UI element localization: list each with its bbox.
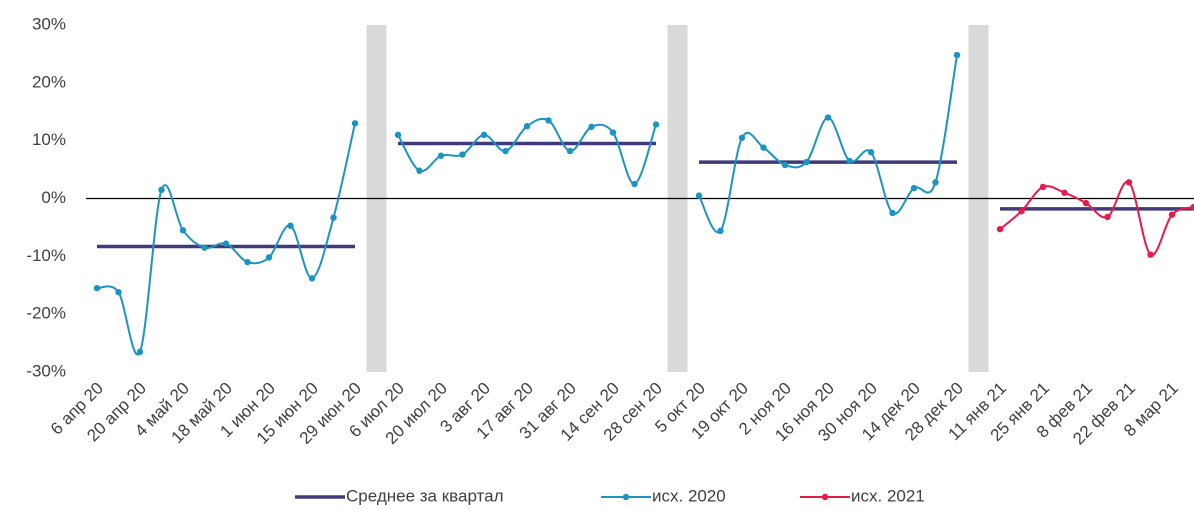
data-point	[523, 123, 531, 130]
data-point	[115, 288, 122, 296]
series-line	[96, 54, 958, 356]
data-point	[437, 152, 445, 159]
data-point	[394, 131, 402, 139]
y-tick-label: 20%	[32, 72, 66, 91]
data-point	[93, 284, 101, 292]
data-point	[222, 240, 230, 247]
data-point	[738, 134, 746, 141]
legend-item: исх. 2021	[800, 486, 925, 505]
data-point	[588, 123, 595, 130]
data-point	[351, 120, 359, 127]
data-point	[136, 348, 144, 355]
legend-item: Среднее за квартал	[295, 486, 504, 505]
data-point	[1039, 183, 1047, 191]
series-line	[999, 180, 1194, 256]
data-point	[1147, 251, 1154, 258]
data-point	[1104, 213, 1111, 221]
data-point	[932, 179, 939, 186]
data-point	[996, 225, 1004, 233]
data-point	[459, 151, 466, 158]
legend-marker	[821, 493, 829, 501]
data-point	[308, 275, 316, 282]
data-point	[330, 214, 337, 221]
data-point	[781, 161, 789, 169]
data-point	[287, 222, 294, 229]
legend-label: Среднее за квартал	[346, 486, 504, 505]
y-tick-label: 10%	[32, 130, 66, 149]
data-point	[1125, 179, 1133, 186]
legend-item: исх. 2020	[601, 486, 726, 505]
y-tick-label: 0%	[41, 188, 66, 207]
y-tick-label: 30%	[32, 14, 66, 33]
data-point	[824, 114, 832, 121]
data-point	[1082, 199, 1090, 207]
data-point	[1061, 189, 1068, 196]
data-point	[545, 117, 552, 124]
data-point	[502, 147, 509, 155]
data-point	[953, 51, 961, 59]
data-point	[910, 184, 918, 192]
y-tick-label: -30%	[26, 361, 66, 380]
y-tick-label: -10%	[26, 246, 66, 265]
legend-label: исх. 2020	[652, 486, 726, 505]
data-point	[158, 186, 165, 194]
data-point	[695, 192, 703, 199]
data-point	[889, 209, 896, 217]
data-point	[201, 244, 208, 251]
data-point	[717, 227, 724, 235]
data-point	[244, 258, 251, 266]
data-point	[480, 131, 488, 139]
data-point	[1190, 203, 1194, 211]
data-point	[566, 147, 574, 155]
data-point	[760, 144, 767, 151]
data-point	[416, 167, 423, 174]
data-point	[631, 180, 638, 188]
legend-marker	[622, 493, 630, 501]
data-point	[609, 129, 617, 136]
data-point	[1168, 211, 1176, 218]
data-point	[867, 149, 875, 156]
data-point	[652, 121, 660, 128]
y-tick-label: -20%	[26, 304, 66, 323]
data-point	[846, 157, 853, 165]
data-point	[179, 227, 187, 234]
data-point	[1018, 208, 1025, 215]
data-point	[803, 158, 810, 166]
legend-label: исх. 2021	[851, 486, 925, 505]
data-point	[265, 254, 273, 261]
